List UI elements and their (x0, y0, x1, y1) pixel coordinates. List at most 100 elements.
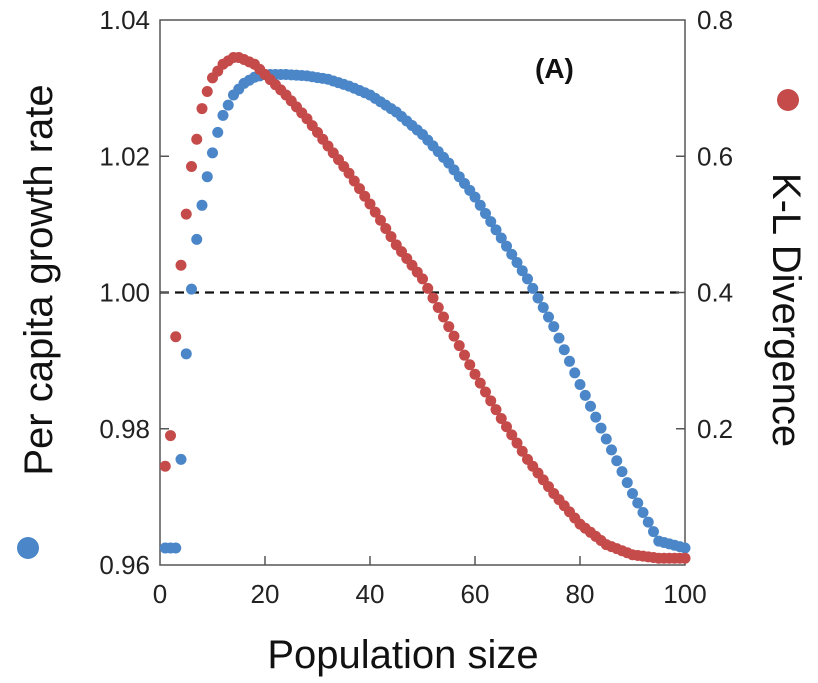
data-point (516, 445, 528, 457)
data-point (485, 216, 497, 228)
data-point (191, 133, 203, 145)
data-point (595, 422, 607, 434)
x-axis-title: Population size (267, 633, 538, 677)
data-point (616, 466, 628, 478)
y-left-axis-ticks: 0.96 0.98 1.00 1.02 1.04 (99, 5, 169, 580)
x-tick-label: 20 (251, 579, 280, 609)
data-point (480, 207, 491, 219)
data-point (485, 395, 497, 407)
data-point (516, 265, 528, 277)
data-point (490, 224, 502, 236)
data-point (474, 377, 486, 389)
data-point (522, 273, 533, 285)
data-point (495, 232, 507, 244)
data-point (186, 160, 197, 172)
y-right-tick-label: 0.2 (697, 414, 733, 444)
data-point (574, 378, 586, 390)
data-point (201, 171, 213, 183)
data-point (532, 292, 544, 304)
y-right-tick-label: 0.4 (697, 278, 733, 308)
x-tick-label: 100 (663, 579, 706, 609)
data-point (196, 199, 208, 211)
data-point (679, 542, 691, 554)
data-point (569, 367, 581, 379)
series-kl-divergence (159, 51, 691, 564)
data-point (180, 348, 192, 360)
data-point (354, 183, 365, 195)
y-right-axis-title: K-L Divergence (764, 173, 808, 447)
data-point (501, 421, 512, 433)
data-point (464, 359, 476, 371)
data-point (175, 453, 187, 465)
data-point (501, 240, 512, 252)
data-point (495, 413, 507, 425)
y-left-tick-label: 0.98 (99, 414, 150, 444)
y-left-axis-title: Per capita growth rate (17, 84, 61, 475)
x-tick-label: 40 (356, 579, 385, 609)
data-point (621, 477, 633, 489)
data-point (427, 292, 439, 304)
data-point (600, 433, 612, 445)
data-point (159, 460, 171, 472)
data-point (590, 411, 602, 423)
data-point (369, 206, 381, 218)
data-point (585, 400, 596, 412)
data-point (611, 455, 623, 467)
data-point (432, 301, 444, 313)
y-right-axis-ticks: 0.2 0.4 0.6 0.8 (676, 5, 733, 444)
y-left-tick-label: 1.04 (99, 5, 150, 35)
data-point (207, 147, 218, 159)
data-point (364, 198, 376, 210)
data-point (459, 349, 470, 361)
data-point (579, 389, 591, 401)
data-point (180, 208, 192, 220)
panel-label: (A) (535, 53, 574, 84)
data-point (175, 259, 187, 271)
data-point (443, 321, 455, 333)
data-point (543, 311, 554, 323)
legend-marker-kl-divergence (777, 89, 799, 111)
data-point (359, 190, 371, 202)
data-point (627, 487, 638, 499)
data-point (170, 331, 182, 343)
data-point (212, 126, 224, 138)
data-point (170, 542, 182, 554)
data-point (448, 330, 460, 342)
data-point (679, 552, 691, 564)
data-point (217, 109, 229, 121)
data-point (527, 282, 539, 294)
data-point (348, 175, 360, 187)
data-point (375, 214, 386, 226)
data-point (632, 497, 644, 509)
data-point (201, 86, 213, 98)
series-growth-rate (159, 69, 691, 554)
data-point (648, 526, 659, 538)
data-point (422, 282, 434, 294)
data-point (343, 167, 355, 179)
y-right-tick-label: 0.6 (697, 141, 733, 171)
y-left-tick-label: 0.96 (99, 550, 150, 580)
data-point (196, 103, 208, 115)
series-layer (159, 51, 691, 564)
data-point (453, 340, 465, 352)
data-point (469, 191, 481, 203)
data-point (637, 507, 649, 519)
data-point (165, 430, 176, 442)
data-point (564, 355, 575, 367)
x-tick-label: 80 (566, 579, 595, 609)
y-right-tick-label: 0.8 (697, 5, 733, 35)
data-point (385, 231, 397, 243)
data-point (186, 283, 197, 295)
data-point (380, 222, 392, 234)
data-point (417, 273, 428, 285)
data-point (222, 99, 234, 111)
data-point (606, 444, 617, 456)
data-point (480, 386, 491, 398)
x-tick-label: 60 (461, 579, 490, 609)
data-point (537, 301, 549, 313)
data-point (438, 311, 449, 323)
y-left-tick-label: 1.00 (99, 278, 150, 308)
data-point (506, 429, 518, 441)
x-axis-ticks: 0 20 40 60 80 100 (153, 556, 707, 609)
